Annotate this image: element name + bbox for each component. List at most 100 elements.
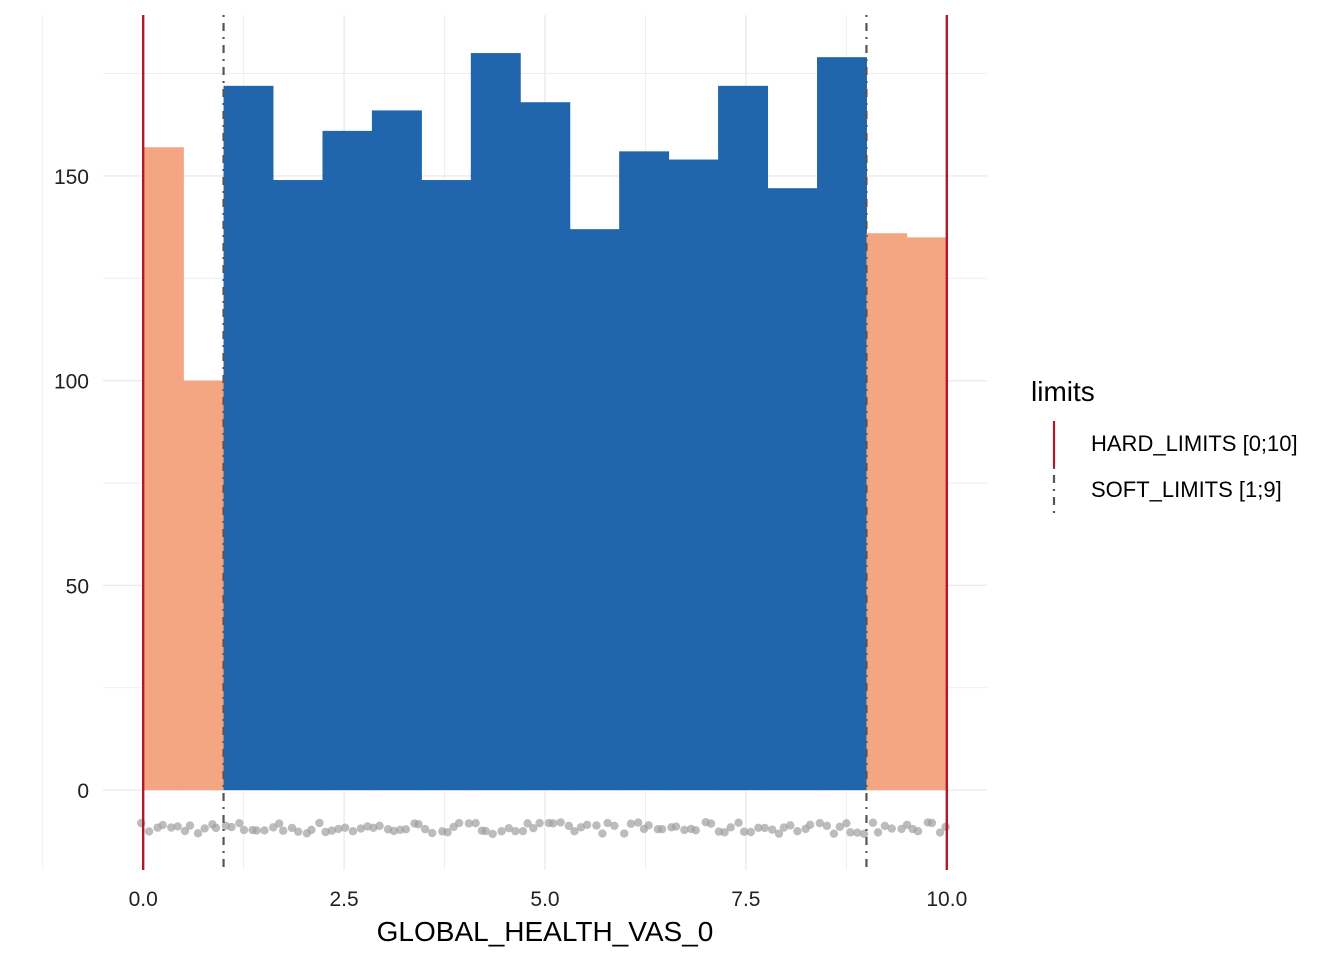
jitter-point bbox=[786, 821, 795, 830]
legend-soft-limits-label: SOFT_LIMITS [1;9] bbox=[1091, 477, 1282, 502]
jitter-point bbox=[598, 829, 607, 838]
jitter-point bbox=[471, 818, 480, 828]
jitter-point bbox=[873, 828, 883, 837]
jitter-point bbox=[680, 825, 689, 835]
jitter-point bbox=[443, 828, 452, 837]
jitter-point bbox=[185, 821, 195, 830]
jitter-point bbox=[348, 826, 358, 836]
jitter-point bbox=[420, 824, 430, 834]
jitter-point bbox=[671, 822, 681, 831]
jitter-point bbox=[726, 823, 735, 832]
histogram-bar bbox=[223, 85, 274, 791]
limit-lines bbox=[141, 15, 949, 870]
jitter-point bbox=[454, 818, 464, 828]
jitter-point bbox=[570, 827, 579, 836]
jitter-point bbox=[853, 828, 862, 837]
jitter-point bbox=[582, 820, 592, 830]
jitter-point bbox=[158, 820, 167, 830]
jitter-point bbox=[504, 823, 514, 833]
jitter-point bbox=[389, 826, 399, 836]
jitter-point bbox=[239, 825, 249, 835]
jitter-point bbox=[644, 821, 653, 830]
jitter-point bbox=[279, 826, 288, 835]
histogram-bar bbox=[371, 110, 422, 791]
jitter-point bbox=[481, 826, 490, 836]
jitter-point bbox=[307, 825, 316, 835]
x-tick-label: 2.5 bbox=[329, 888, 358, 911]
jitter-point bbox=[549, 819, 558, 828]
jitter-point bbox=[746, 827, 755, 837]
jitter-point bbox=[464, 819, 474, 828]
y-tick-label: 0 bbox=[77, 780, 89, 803]
jitter-point bbox=[815, 818, 825, 828]
histogram-bar bbox=[322, 130, 373, 791]
histogram-bar bbox=[421, 180, 472, 791]
histogram-bar bbox=[143, 147, 184, 791]
jitter-point bbox=[274, 819, 284, 828]
jitter-point bbox=[287, 823, 297, 833]
jitter-point bbox=[935, 828, 945, 837]
jitter-point bbox=[603, 818, 612, 828]
jitter-point bbox=[235, 818, 244, 828]
histogram-bar bbox=[520, 102, 571, 791]
jitter-point bbox=[523, 819, 532, 828]
jitter-point bbox=[193, 829, 203, 838]
x-tick-label: 5.0 bbox=[530, 888, 559, 911]
histogram-bar bbox=[817, 57, 867, 791]
histogram-bar bbox=[668, 159, 719, 791]
jitter-point bbox=[200, 824, 209, 833]
axis-ticks: 0.0 2.5 5.0 7.5 10.0 0 50 100 150 bbox=[54, 166, 967, 911]
jitter-point bbox=[356, 824, 366, 833]
jitter-point bbox=[535, 818, 544, 828]
legend: limits HARD_LIMITS [0;10] SOFT_LIMITS [1… bbox=[1031, 376, 1298, 513]
jitter-point bbox=[927, 818, 937, 828]
jitter-point bbox=[497, 827, 506, 836]
jitter-point bbox=[592, 821, 601, 830]
jitter-point bbox=[868, 818, 878, 827]
jitter-point bbox=[180, 826, 190, 836]
x-tick-label: 0.0 bbox=[129, 888, 158, 911]
histogram-bar bbox=[767, 188, 818, 791]
jitter-point bbox=[829, 829, 839, 838]
jitter-point bbox=[626, 819, 636, 828]
jitter-point bbox=[556, 818, 565, 827]
jitter-point bbox=[706, 819, 716, 828]
histogram-bar bbox=[906, 237, 948, 791]
x-axis-label: GLOBAL_HEALTH_VAS_0 bbox=[377, 916, 714, 947]
jitter-point bbox=[427, 828, 437, 838]
jitter-point bbox=[375, 821, 384, 830]
jitter-point bbox=[173, 822, 182, 831]
jitter-point bbox=[334, 824, 343, 834]
histogram-bar bbox=[718, 85, 769, 791]
jitter-points bbox=[136, 817, 950, 839]
jitter-point bbox=[488, 829, 497, 839]
jitter-point bbox=[633, 818, 643, 827]
jitter-point bbox=[529, 823, 538, 833]
jitter-point bbox=[227, 822, 236, 832]
jitter-point bbox=[518, 826, 528, 836]
y-tick-label: 100 bbox=[54, 371, 89, 394]
jitter-point bbox=[754, 823, 763, 832]
jitter-point bbox=[321, 827, 330, 837]
jitter-point bbox=[401, 825, 411, 834]
jitter-point bbox=[835, 822, 845, 832]
jitter-point bbox=[211, 823, 221, 833]
jitter-point bbox=[564, 821, 574, 831]
jitter-point bbox=[734, 818, 743, 827]
jitter-point bbox=[859, 829, 869, 839]
legend-title: limits bbox=[1031, 376, 1095, 407]
jitter-point bbox=[511, 826, 520, 836]
jitter-point bbox=[913, 827, 923, 836]
jitter-point bbox=[414, 820, 423, 829]
jitter-point bbox=[842, 819, 851, 828]
jitter-point bbox=[327, 826, 337, 835]
jitter-point bbox=[768, 825, 777, 834]
jitter-point bbox=[657, 824, 667, 834]
jitter-point bbox=[167, 823, 176, 832]
jitter-point bbox=[779, 823, 789, 832]
jitter-point bbox=[620, 829, 629, 838]
jitter-point bbox=[760, 823, 769, 833]
jitter-point bbox=[822, 821, 832, 831]
jitter-point bbox=[260, 826, 269, 835]
jitter-point bbox=[340, 823, 350, 832]
